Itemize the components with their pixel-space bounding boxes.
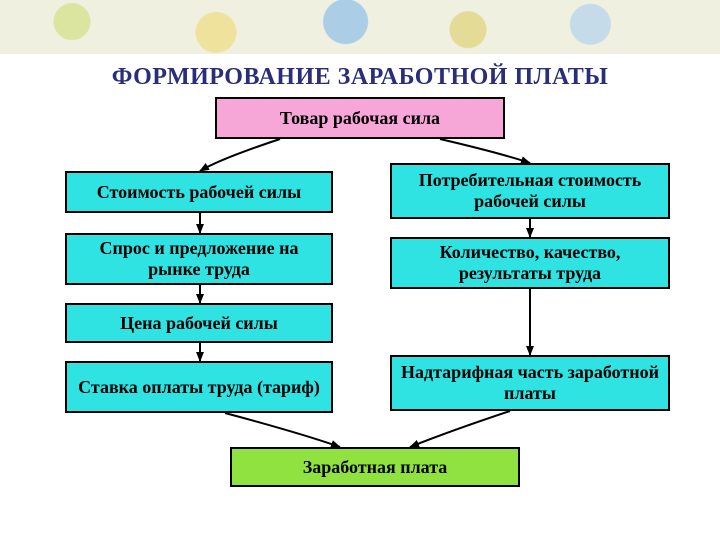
node-label: Надтарифная часть заработной платы [398,362,662,403]
diagram-stage: Товар рабочая сила Стоимость рабочей силы… [0,97,720,537]
decorative-banner [0,0,720,54]
node-n_l2: Спрос и предложение на рынке труда [65,233,333,285]
node-n_r1: Потребительная стоимость рабочей силы [390,163,670,219]
node-label: Заработная плата [303,457,448,478]
node-n_bottom: Заработная плата [230,447,520,487]
edge-n_top-to-n_l1 [200,139,280,171]
node-label: Потребительная стоимость рабочей силы [398,170,662,211]
node-n_l1: Стоимость рабочей силы [65,171,333,213]
page-title: ФОРМИРОВАНИЕ ЗАРАБОТНОЙ ПЛАТЫ [0,64,720,91]
node-label: Стоимость рабочей силы [97,182,301,203]
node-label: Количество, качество, результаты труда [398,242,662,283]
node-label: Спрос и предложение на рынке труда [73,238,325,279]
node-n_r2: Количество, качество, результаты труда [390,237,670,289]
edge-n_r3-to-n_bottom [410,411,510,447]
node-n_r3: Надтарифная часть заработной платы [390,355,670,411]
node-label: Цена рабочей силы [120,313,278,334]
node-label: Ставка оплаты труда (тариф) [78,377,320,398]
edge-n_l4-to-n_bottom [225,413,340,447]
node-n_l3: Цена рабочей силы [65,303,333,343]
node-n_top: Товар рабочая сила [215,97,505,139]
node-n_l4: Ставка оплаты труда (тариф) [65,361,333,413]
edge-n_top-to-n_r1 [440,139,530,163]
node-label: Товар рабочая сила [280,108,440,129]
